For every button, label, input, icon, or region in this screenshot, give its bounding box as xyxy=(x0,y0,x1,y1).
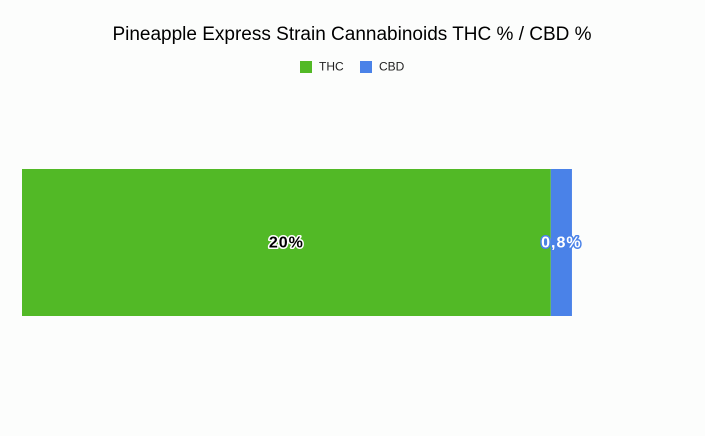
legend-label: THC xyxy=(319,60,344,74)
value-label: 20% xyxy=(269,235,304,252)
bar-segment xyxy=(22,169,551,316)
bar-segment xyxy=(550,169,572,316)
legend-label: CBD xyxy=(379,60,405,74)
legend-swatch xyxy=(360,61,372,73)
chart-title: Pineapple Express Strain Cannabinoids TH… xyxy=(112,24,591,45)
legend-swatch xyxy=(300,61,312,73)
value-label: 0,8% xyxy=(541,235,581,252)
